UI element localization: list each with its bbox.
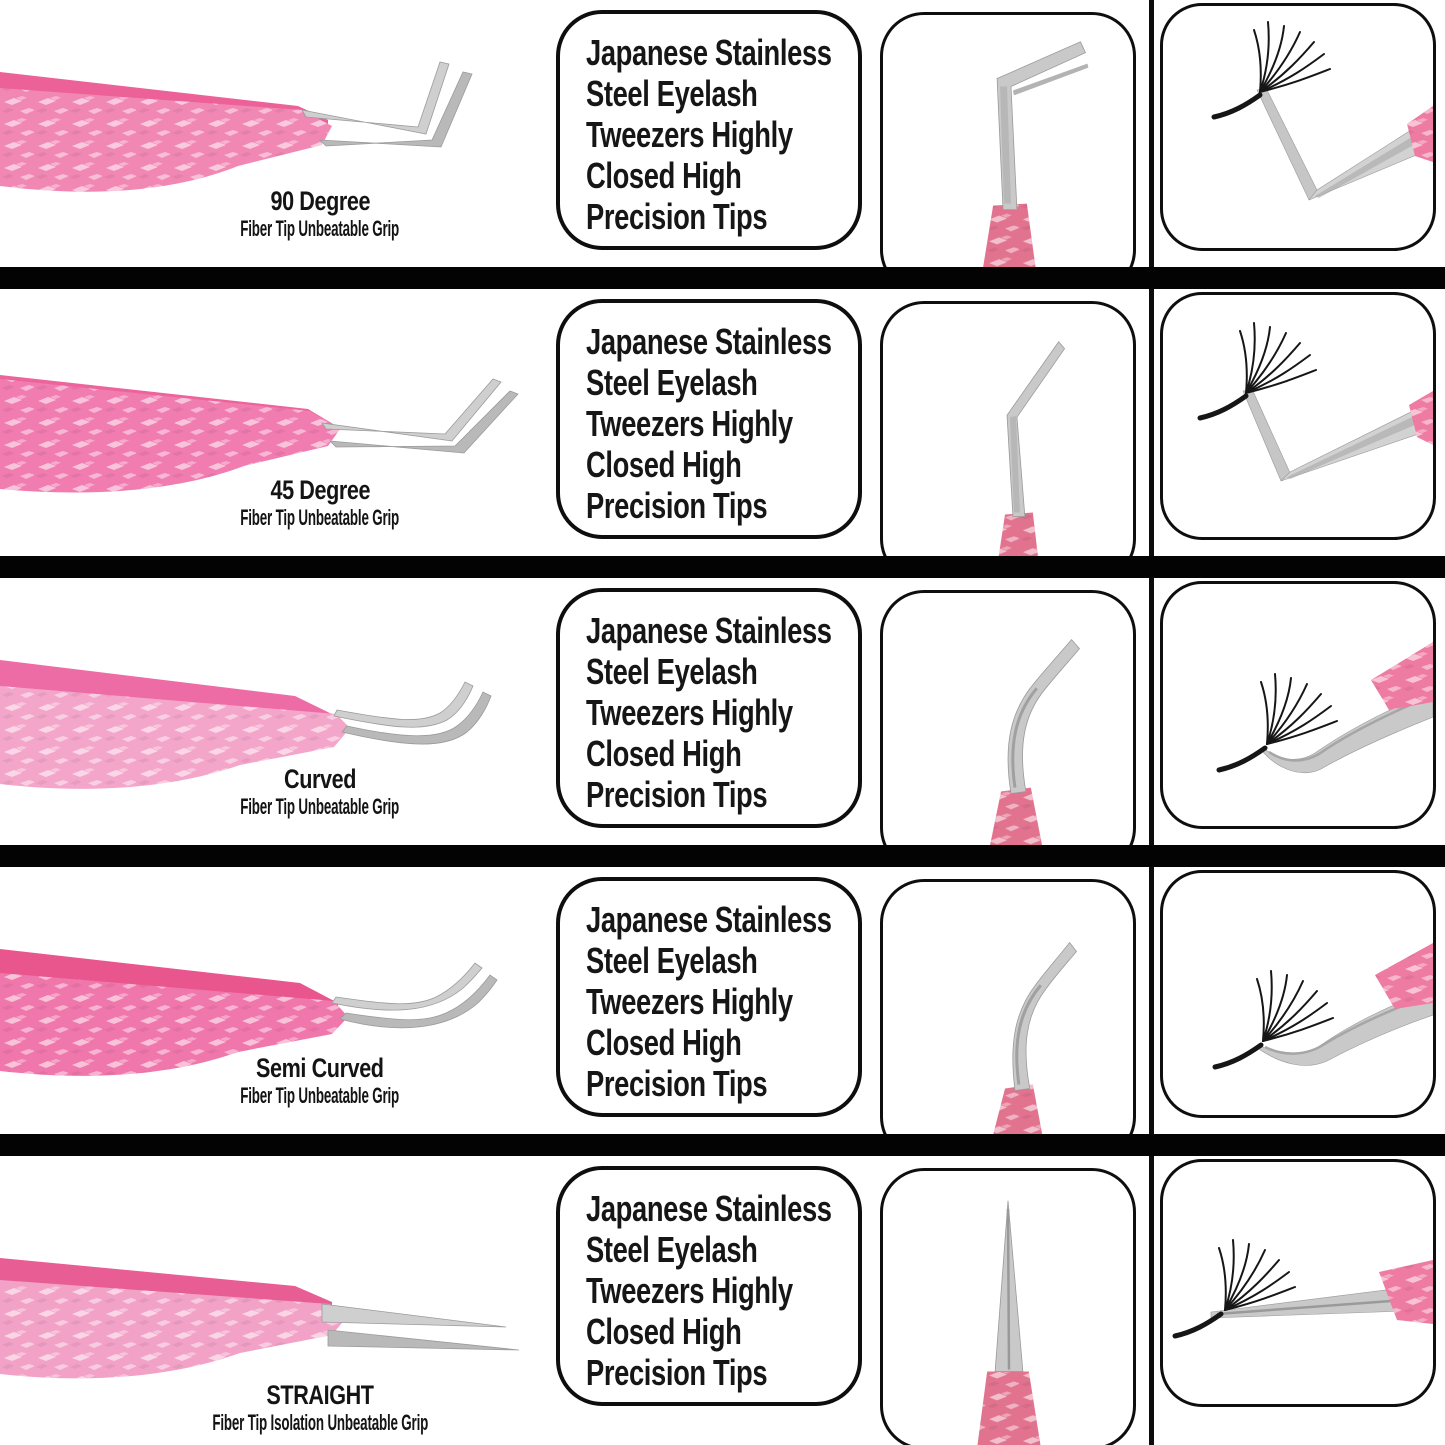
info-card-line: Japanese Stainless <box>586 1188 832 1229</box>
column-divider <box>1149 867 1154 1156</box>
column-divider <box>1149 1156 1154 1445</box>
tip-closeup-straight <box>880 1168 1136 1445</box>
tweezer-grip-subtitle: Fiber Tip Unbeatable Grip <box>240 216 400 241</box>
info-card-line: Closed High <box>586 1022 742 1063</box>
tweezer-grip-subtitle: Fiber Tip Isolation Unbeatable Grip <box>212 1410 428 1435</box>
product-row-45-degree: 45 Degree Fiber Tip Unbeatable Grip Japa… <box>0 289 1445 578</box>
tweezer-label-semi-curved: Semi Curved Fiber Tip Unbeatable Grip <box>95 1053 545 1109</box>
info-card: Japanese Stainless Steel Eyelash Tweezer… <box>556 299 862 539</box>
lash-demo-45-degree <box>1160 292 1436 540</box>
info-card-line: Closed High <box>586 1311 742 1352</box>
tweezer-label-90-degree: 90 Degree Fiber Tip Unbeatable Grip <box>95 186 545 242</box>
info-card-line: Tweezers Highly <box>586 692 793 733</box>
info-card-line: Steel Eyelash <box>586 940 758 981</box>
lash-demo-curved <box>1160 581 1436 829</box>
info-card-line: Japanese Stainless <box>586 899 832 940</box>
tweezer-image-45-degree <box>0 349 530 519</box>
tweezer-image-curved <box>0 634 530 804</box>
product-row-semi-curved: Semi Curved Fiber Tip Unbeatable Grip Ja… <box>0 867 1445 1156</box>
tweezer-style-title: STRAIGHT <box>266 1380 374 1410</box>
tweezer-grip-subtitle: Fiber Tip Unbeatable Grip <box>240 794 400 819</box>
tweezer-style-title: Semi Curved <box>256 1053 384 1083</box>
info-card-line: Precision Tips <box>586 1352 768 1393</box>
product-row-90-degree: 90 Degree Fiber Tip Unbeatable Grip Japa… <box>0 0 1445 289</box>
info-card: Japanese Stainless Steel Eyelash Tweezer… <box>556 877 862 1117</box>
info-card-line: Steel Eyelash <box>586 1229 758 1270</box>
info-card-line: Precision Tips <box>586 774 768 815</box>
info-card-line: Tweezers Highly <box>586 1270 793 1311</box>
lash-demo-straight <box>1160 1159 1436 1407</box>
tweezer-image-straight <box>0 1240 530 1410</box>
tweezer-style-title: 45 Degree <box>270 475 370 505</box>
tweezer-grip-subtitle: Fiber Tip Unbeatable Grip <box>240 1083 400 1108</box>
column-divider <box>1149 0 1154 289</box>
product-row-curved: Curved Fiber Tip Unbeatable Grip Japanes… <box>0 578 1445 867</box>
info-card-line: Steel Eyelash <box>586 73 758 114</box>
tip-closeup-curved <box>880 590 1136 867</box>
tweezer-image-semi-curved <box>0 925 530 1095</box>
info-card-line: Precision Tips <box>586 1063 768 1104</box>
lash-demo-90-degree <box>1160 3 1436 251</box>
info-card-line: Tweezers Highly <box>586 981 793 1022</box>
info-card-line: Precision Tips <box>586 196 768 237</box>
row-divider-bar <box>0 1134 1445 1156</box>
product-row-straight: STRAIGHT Fiber Tip Isolation Unbeatable … <box>0 1156 1445 1445</box>
info-card-line: Precision Tips <box>586 485 768 526</box>
tip-closeup-semi-curved <box>880 879 1136 1156</box>
tweezer-label-straight: STRAIGHT Fiber Tip Isolation Unbeatable … <box>95 1380 545 1436</box>
info-card-line: Closed High <box>586 155 742 196</box>
tweezer-style-title: 90 Degree <box>270 186 370 216</box>
info-card-line: Japanese Stainless <box>586 32 832 73</box>
info-card: Japanese Stainless Steel Eyelash Tweezer… <box>556 1166 862 1406</box>
info-card-line: Tweezers Highly <box>586 403 793 444</box>
column-divider <box>1149 578 1154 867</box>
tweezer-label-45-degree: 45 Degree Fiber Tip Unbeatable Grip <box>95 475 545 531</box>
info-card-line: Japanese Stainless <box>586 610 832 651</box>
row-divider-bar <box>0 267 1445 289</box>
info-card: Japanese Stainless Steel Eyelash Tweezer… <box>556 588 862 828</box>
tweezer-label-curved: Curved Fiber Tip Unbeatable Grip <box>95 764 545 820</box>
column-divider <box>1149 289 1154 578</box>
info-card-line: Closed High <box>586 733 742 774</box>
row-divider-bar <box>0 845 1445 867</box>
info-card-line: Tweezers Highly <box>586 114 793 155</box>
row-divider-bar <box>0 556 1445 578</box>
tweezer-grip-subtitle: Fiber Tip Unbeatable Grip <box>240 505 400 530</box>
tweezer-style-title: Curved <box>283 764 357 794</box>
tip-closeup-45-degree <box>880 301 1136 578</box>
info-card-line: Japanese Stainless <box>586 321 832 362</box>
info-card-line: Steel Eyelash <box>586 651 758 692</box>
tweezer-image-90-degree <box>0 50 530 220</box>
info-card: Japanese Stainless Steel Eyelash Tweezer… <box>556 10 862 250</box>
tip-closeup-90-degree <box>880 12 1136 289</box>
info-card-line: Closed High <box>586 444 742 485</box>
lash-demo-semi-curved <box>1160 870 1436 1118</box>
info-card-line: Steel Eyelash <box>586 362 758 403</box>
